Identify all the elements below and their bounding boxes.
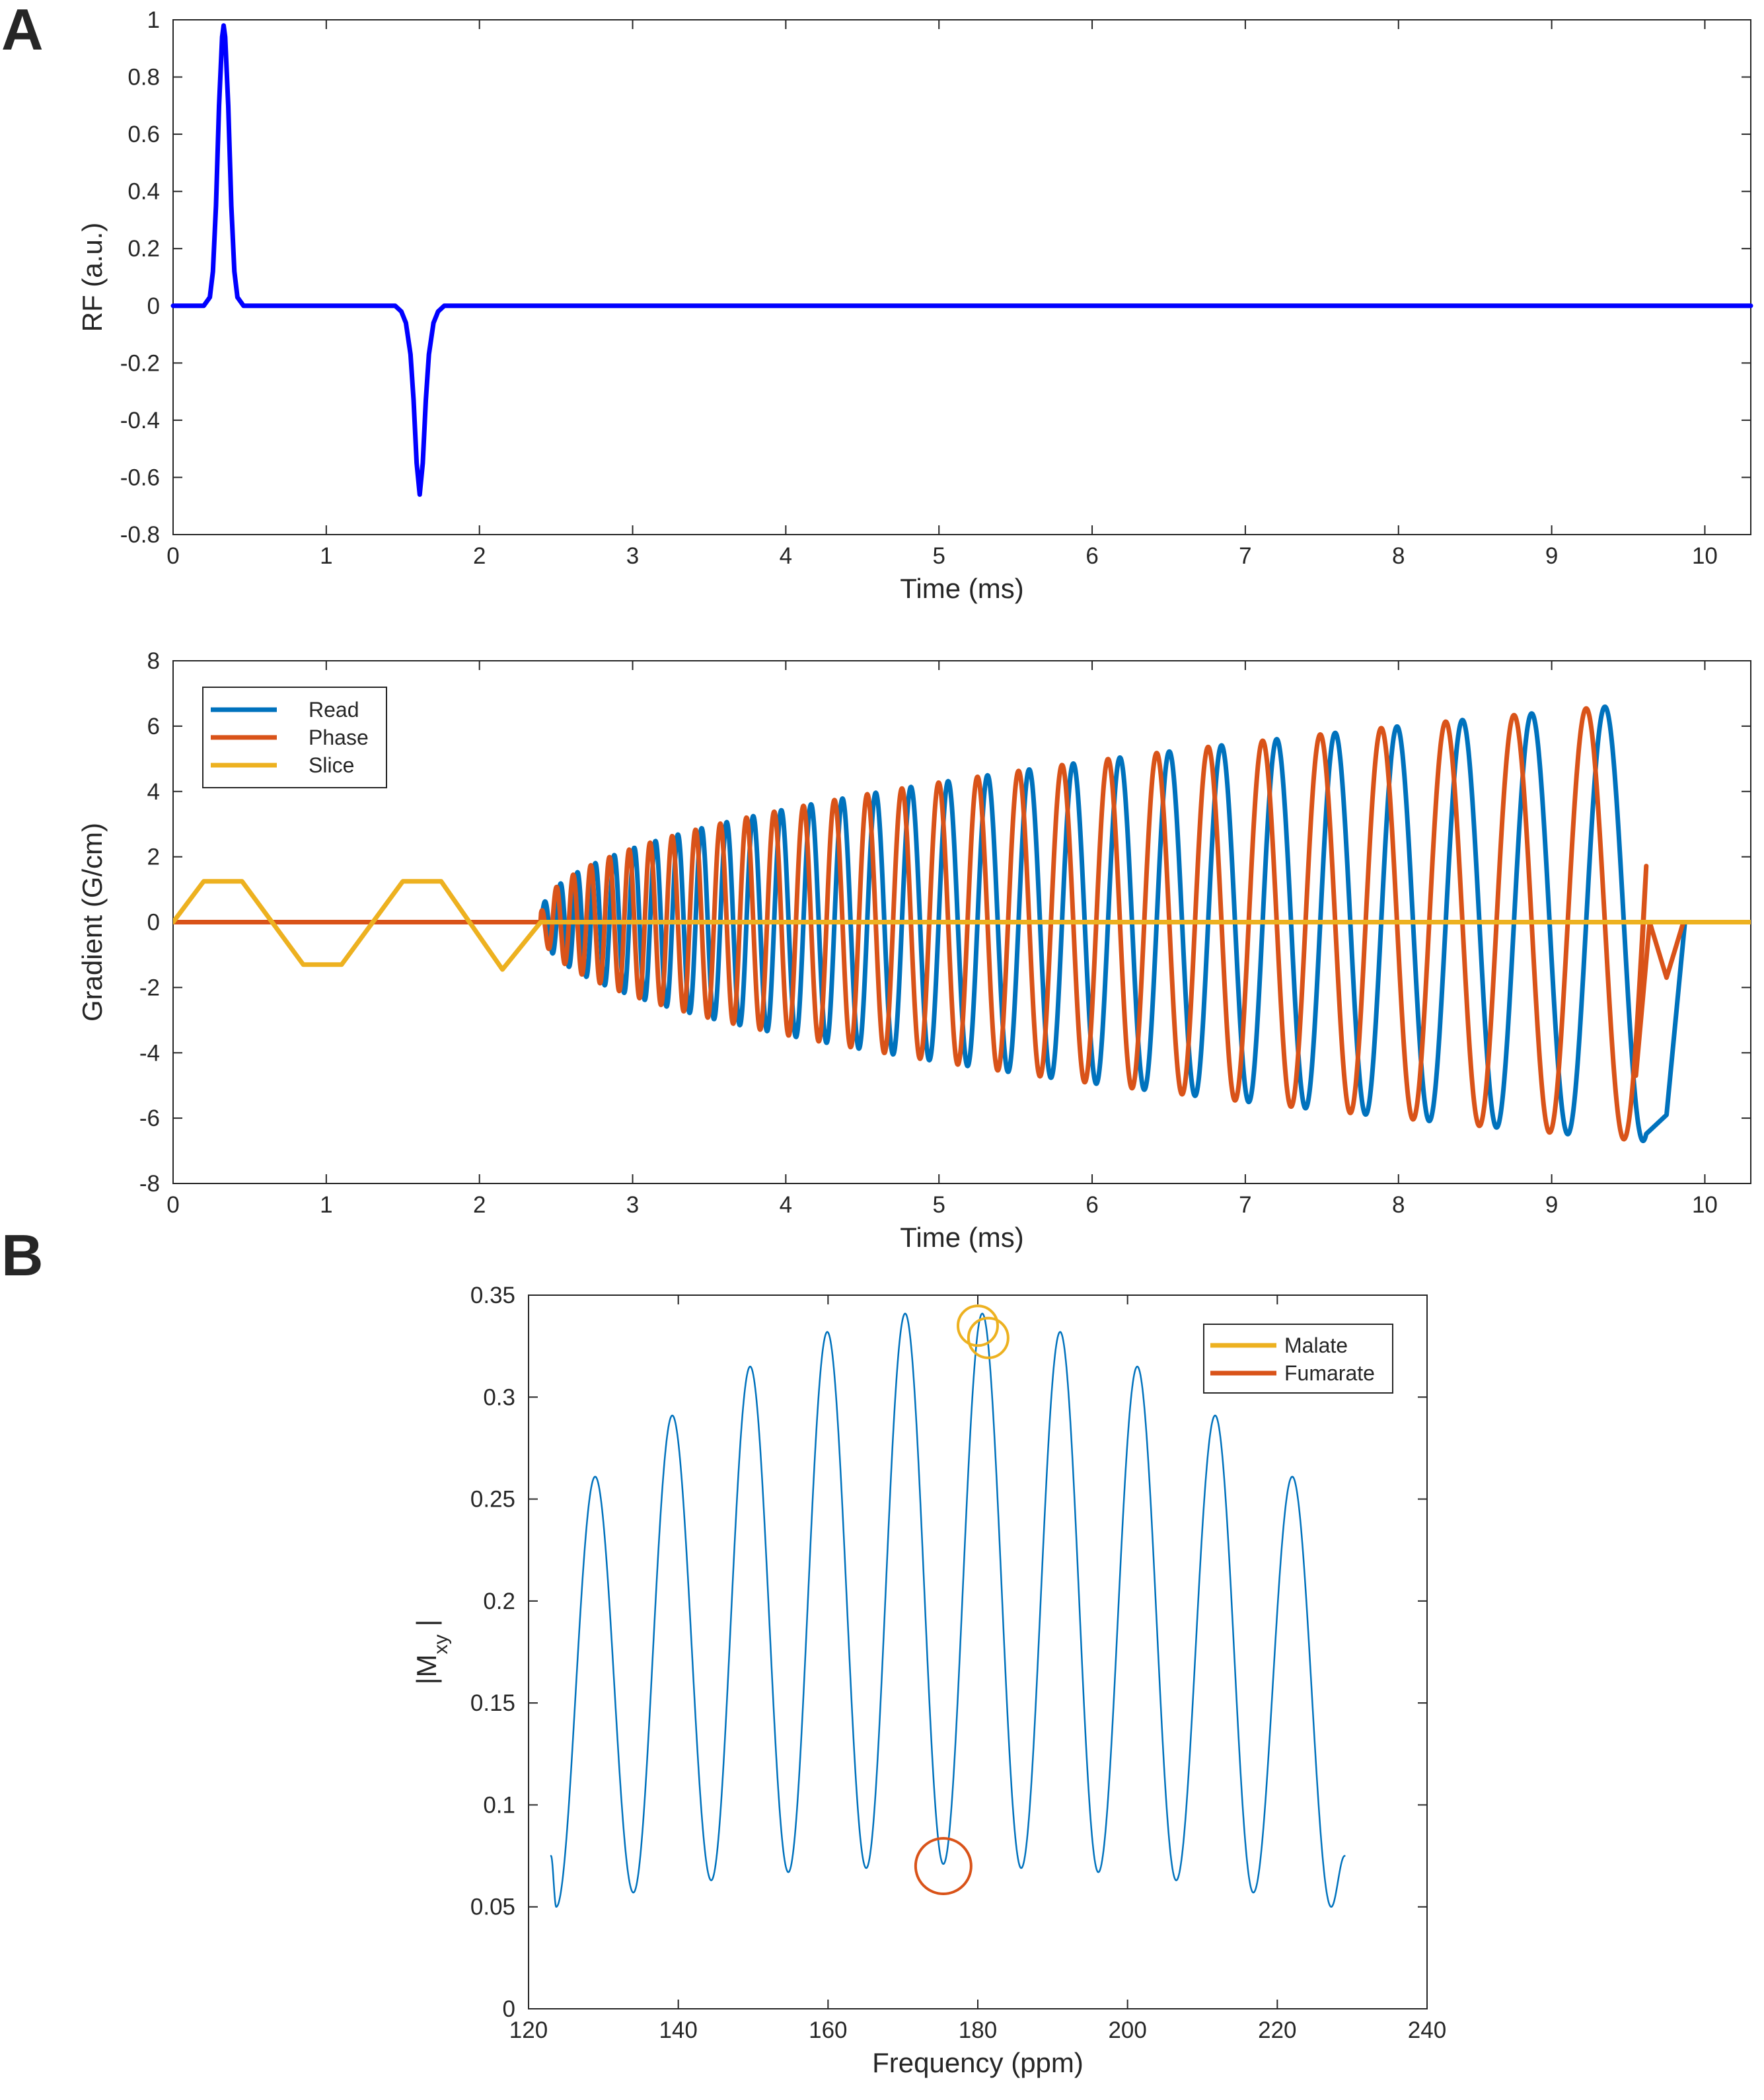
y-tick-label: 0	[147, 910, 160, 936]
x-tick-label: 0	[166, 543, 179, 569]
y-tick-label: -4	[139, 1040, 160, 1066]
y-tick-label: 0.4	[128, 179, 160, 205]
y-tick-label: 6	[147, 714, 160, 739]
x-tick-label: 8	[1392, 1192, 1405, 1218]
malate-marker	[957, 1304, 999, 1347]
magnetization-response-line	[550, 1312, 1346, 1908]
y-tick-label: 0.1	[483, 1792, 515, 1818]
y-axis-label: RF (a.u.)	[77, 223, 108, 332]
y-tick-label: 4	[147, 779, 160, 805]
x-tick-label: 120	[509, 2017, 548, 2043]
y-tick-label: 0.2	[128, 236, 160, 262]
x-tick-label: 5	[932, 1192, 945, 1218]
rf-series-line	[170, 23, 1753, 497]
x-tick-label: 10	[1692, 543, 1718, 569]
x-tick-label: 220	[1258, 2017, 1296, 2043]
fumarate-marker	[914, 1837, 973, 1895]
y-axis-label-suffix: |	[411, 1620, 442, 1627]
y-tick-label: -6	[139, 1106, 160, 1131]
rf-pulse-chart: 0 1 2 3 4 5 6 7 8 9 10 -0.8 -0.6 -0.4 -0.2 0 0.2 0.4 0.6 0.…	[77, 7, 1753, 604]
x-axis-label: Time (ms)	[900, 1222, 1023, 1253]
x-tick-label: 180	[959, 2017, 997, 2043]
panel-label-b: B	[1, 1222, 44, 1288]
y-tick-label: 0.3	[483, 1384, 515, 1410]
x-tick-label: 6	[1085, 543, 1098, 569]
x-tick-label: 9	[1545, 543, 1558, 569]
spectral-legend: Malate Fumarate	[1203, 1324, 1393, 1394]
panel-label-a: A	[1, 0, 44, 62]
x-tick-label: 10	[1692, 1192, 1718, 1218]
y-tick-label: 0.05	[470, 1894, 515, 1920]
phase-series-line	[173, 706, 1751, 1142]
legend-label-phase: Phase	[309, 726, 369, 749]
y-tick-label: -0.8	[120, 522, 160, 548]
x-axis-label: Time (ms)	[900, 573, 1023, 604]
x-tick-label: 3	[626, 1192, 639, 1218]
y-tick-label: 0.35	[470, 1283, 515, 1308]
slice-series-line	[173, 879, 1751, 972]
y-tick-label: 2	[147, 844, 160, 870]
malate-marker	[967, 1316, 1010, 1359]
legend-label-malate: Malate	[1284, 1333, 1348, 1357]
x-tick-label: 2	[473, 1192, 486, 1218]
y-tick-label: 0	[147, 293, 160, 319]
legend-label-fumarate: Fumarate	[1284, 1361, 1375, 1385]
y-tick-label: -0.6	[120, 465, 160, 490]
y-tick-label: 0.8	[128, 65, 160, 91]
y-tick-label: 0.25	[470, 1487, 515, 1513]
y-tick-label: -0.2	[120, 350, 160, 376]
x-tick-label: 1	[320, 543, 332, 569]
y-tick-label: 0	[503, 1996, 515, 2022]
x-tick-label: 240	[1408, 2017, 1446, 2043]
x-tick-label: 7	[1239, 543, 1251, 569]
x-tick-label: 2	[473, 543, 486, 569]
x-tick-label: 1	[320, 1192, 332, 1218]
y-axis-label-subscript: xy	[430, 1635, 452, 1655]
spectral-response-chart: 120 140 160 180 200 220 240 0 0.05 0.1 0.15 0.2 0.25…	[411, 1283, 1446, 2078]
gradient-legend: Read Phase Slice	[202, 687, 387, 788]
y-tick-label: -0.4	[120, 408, 160, 433]
legend-box	[1203, 1324, 1393, 1394]
x-tick-label: 8	[1392, 543, 1405, 569]
x-tick-label: 200	[1108, 2017, 1146, 2043]
y-tick-label: -2	[139, 975, 160, 1000]
x-tick-label: 4	[780, 543, 792, 569]
x-tick-label: 3	[626, 543, 639, 569]
x-tick-label: 7	[1239, 1192, 1251, 1218]
plot-area	[172, 19, 1751, 535]
x-tick-label: 0	[166, 1192, 179, 1218]
gradient-waveform-chart: 0 1 2 3 4 5 6 7 8 9 10 -8 -6 -4 -2 0 2 4 6 8 Time (ms) Gradie…	[77, 648, 1751, 1253]
x-tick-label: 9	[1545, 1192, 1558, 1218]
x-tick-label: 4	[780, 1192, 792, 1218]
y-tick-label: 1	[147, 7, 160, 33]
x-tick-label: 5	[932, 543, 945, 569]
y-tick-label: -8	[139, 1171, 160, 1197]
y-tick-label: 0.6	[128, 122, 160, 147]
x-tick-label: 160	[809, 2017, 847, 2043]
gradient-series-group	[173, 704, 1751, 1144]
y-tick-label: 0.2	[483, 1589, 515, 1614]
y-tick-label: 0.15	[470, 1690, 515, 1716]
x-tick-label: 6	[1085, 1192, 1098, 1218]
x-tick-label: 140	[659, 2017, 697, 2043]
legend-label-read: Read	[309, 698, 359, 722]
plot-area	[528, 1294, 1428, 2009]
read-series-line	[173, 704, 1751, 1144]
legend-label-slice: Slice	[309, 753, 354, 777]
y-tick-label: 8	[147, 648, 160, 674]
x-axis-label: Frequency (ppm)	[872, 2047, 1084, 2078]
y-axis-label: Gradient (G/cm)	[77, 823, 108, 1022]
